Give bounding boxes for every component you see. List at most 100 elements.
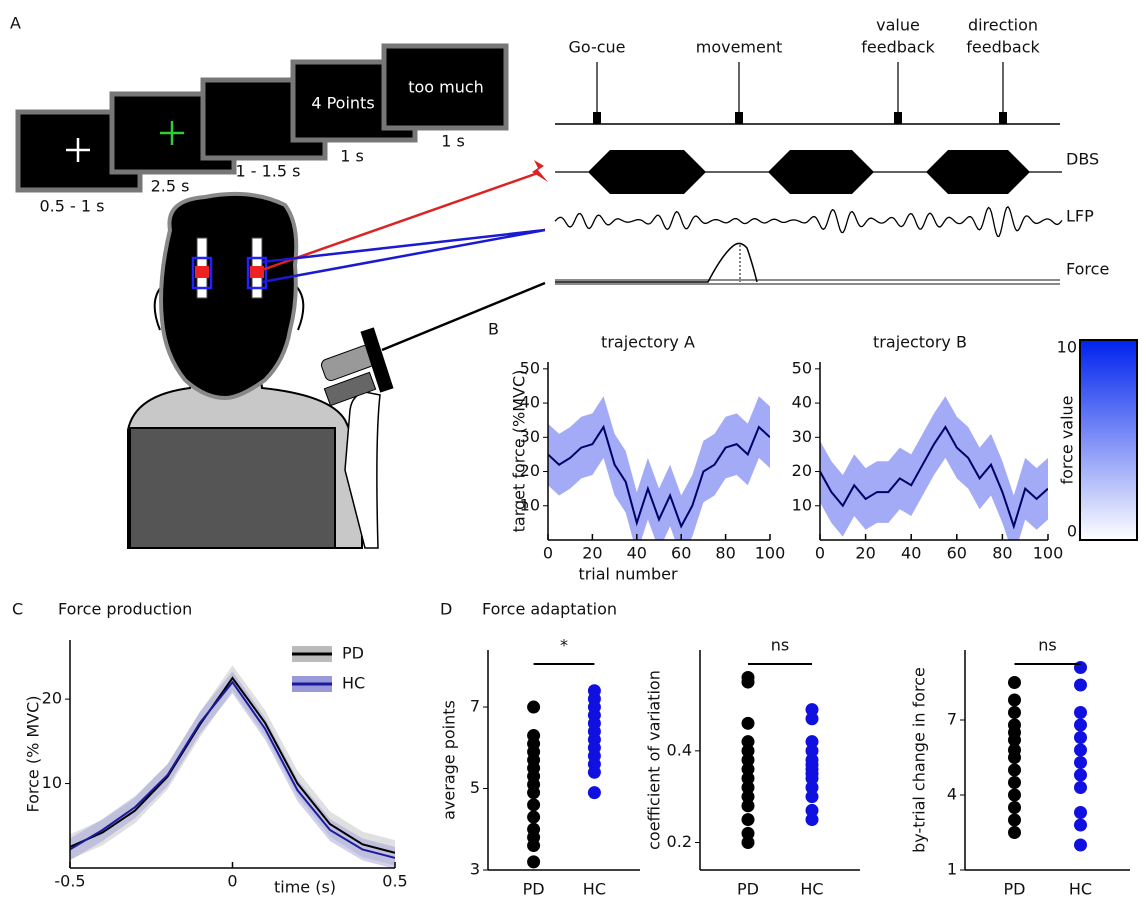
panel-label: D [440, 600, 452, 619]
significance-label: ns [771, 636, 789, 655]
dot [1008, 676, 1021, 689]
band [548, 396, 770, 557]
y-tick-label: 7 [470, 697, 480, 716]
dot [1074, 806, 1087, 819]
y-tick-label: 50 [792, 358, 812, 377]
screen-text: too much [408, 78, 484, 97]
x-tick-label: 100 [755, 544, 786, 563]
y-tick-label: 0.4 [667, 740, 692, 759]
event-label: Go-cue [568, 38, 625, 57]
chart-title: Force production [58, 600, 192, 619]
dot [588, 766, 601, 779]
x-tick-label: HC [1069, 880, 1092, 899]
y-tick-label: 20 [792, 461, 812, 480]
page: ABCDForce adaptation4 Pointstoo much0.5 … [0, 0, 1146, 905]
duration-label: 2.5 s [151, 177, 190, 196]
lfp-trace [555, 207, 1062, 237]
dot [1008, 694, 1021, 707]
duration-label: 1 - 1.5 s [236, 162, 301, 181]
x-tick-label: 80 [992, 544, 1012, 563]
dot [527, 786, 540, 799]
event-label: direction [968, 16, 1038, 35]
dot [806, 813, 819, 826]
dot [1008, 776, 1021, 789]
screen-text: 4 Points [311, 94, 374, 113]
x-tick-label: 40 [627, 544, 647, 563]
x-axis-label: time (s) [274, 878, 336, 897]
panel-title: Force adaptation [482, 600, 617, 619]
x-tick-label: 0.5 [382, 872, 407, 891]
significance-label: ns [1038, 636, 1056, 655]
y-axis-label: coefficient of variation [645, 670, 664, 850]
significance-label: * [560, 636, 568, 655]
dot [1074, 839, 1087, 852]
x-tick-label: HC [800, 880, 823, 899]
dot [1074, 756, 1087, 769]
timeline [555, 124, 1062, 284]
event-label: feedback [966, 38, 1040, 57]
dot [1074, 706, 1087, 719]
y-tick-label: 30 [792, 427, 812, 446]
force-pulse [555, 243, 757, 282]
event-marker [735, 112, 743, 124]
event-marker [593, 112, 601, 124]
y-tick-label: 3 [470, 860, 480, 879]
x-tick-label: PD [523, 880, 545, 899]
signal-label: Force [1066, 260, 1109, 279]
event-label: value [876, 16, 920, 35]
chart-title: trajectory B [873, 333, 967, 352]
y-tick-label: 0.2 [667, 832, 692, 851]
colorbar-tick-label: 10 [1057, 338, 1077, 357]
band [820, 396, 1048, 557]
dot [1008, 789, 1021, 802]
dot [1008, 826, 1021, 839]
dot [1074, 731, 1087, 744]
x-tick-label: PD [1004, 880, 1026, 899]
event-marker [894, 112, 902, 124]
dot [806, 712, 819, 725]
chart-title: trajectory A [601, 333, 695, 352]
event-label: movement [696, 38, 783, 57]
dot [1008, 814, 1021, 827]
x-tick-label: 20 [582, 544, 602, 563]
head [161, 194, 296, 398]
dot [1008, 801, 1021, 814]
event-marker [999, 112, 1007, 124]
dot [1074, 661, 1087, 674]
dot [588, 786, 601, 799]
signal-label: DBS [1066, 150, 1099, 169]
y-tick-label: 10 [42, 773, 62, 792]
dot [1074, 769, 1087, 782]
dot [742, 717, 755, 730]
dot [527, 798, 540, 811]
dot [806, 790, 819, 803]
y-tick-label: 5 [470, 778, 480, 797]
duration-label: 0.5 - 1 s [40, 197, 105, 216]
x-tick-label: 60 [671, 544, 691, 563]
colorbar [1080, 340, 1137, 540]
dot [1008, 751, 1021, 764]
x-tick-label: 60 [947, 544, 967, 563]
x-tick-label: -0.5 [54, 872, 85, 891]
legend-label: HC [342, 674, 365, 693]
dbs-burst [768, 150, 874, 194]
x-axis-label: trial number [578, 565, 678, 584]
dbs-burst [926, 150, 1030, 194]
panel-label: B [488, 320, 499, 339]
dot [527, 701, 540, 714]
dot [742, 813, 755, 826]
y-tick-label: 40 [792, 393, 812, 412]
dot [527, 811, 540, 824]
dot [1074, 679, 1087, 692]
dot [1074, 744, 1087, 757]
colorbar-tick-label: 0 [1067, 522, 1077, 541]
laptop [130, 428, 335, 548]
x-tick-label: 100 [1033, 544, 1064, 563]
force-wire [382, 283, 545, 350]
y-tick-label: 7 [947, 710, 957, 729]
duration-label: 1 s [340, 147, 364, 166]
lfp-wires [262, 230, 545, 282]
dot [1008, 706, 1021, 719]
y-axis-label: target force (%MVC) [510, 370, 529, 533]
y-tick-label: 20 [42, 689, 62, 708]
